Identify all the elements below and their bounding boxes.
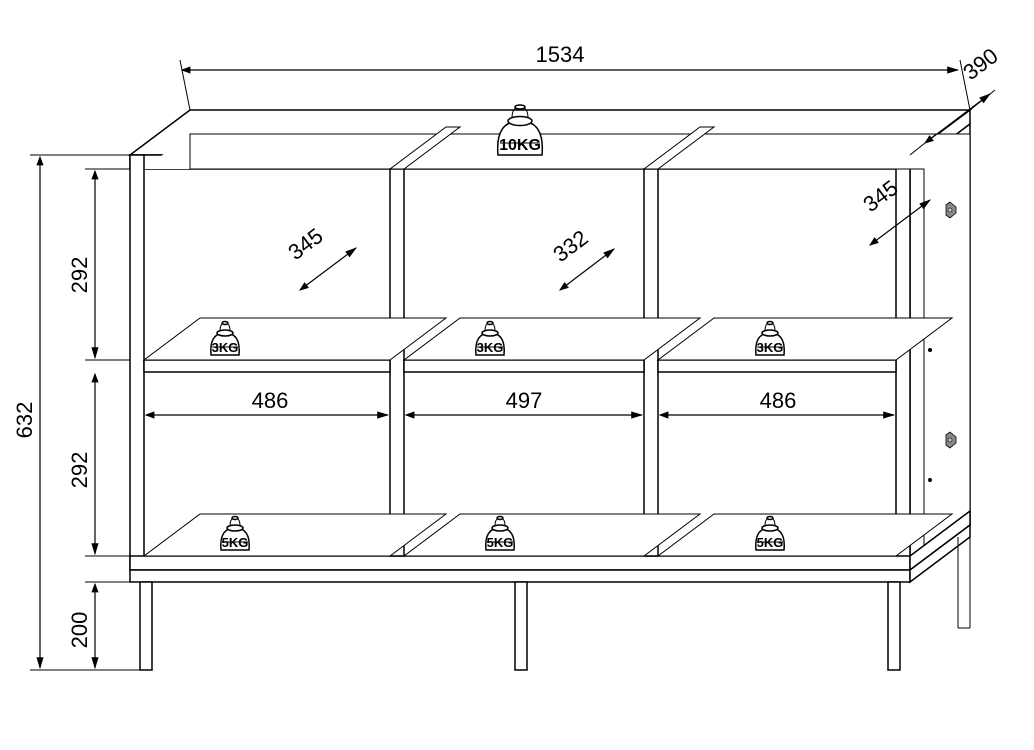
svg-text:332: 332 [548,225,592,267]
svg-text:3KG: 3KG [477,340,504,355]
svg-text:1534: 1534 [536,42,585,67]
svg-text:3KG: 3KG [212,340,239,355]
svg-text:5KG: 5KG [222,535,249,550]
svg-text:632: 632 [12,402,37,439]
svg-text:292: 292 [67,257,92,294]
svg-text:486: 486 [252,388,289,413]
dim-shelf-depths: 345 332 345 [283,175,930,290]
svg-text:486: 486 [760,388,797,413]
svg-text:3KG: 3KG [757,340,784,355]
svg-text:497: 497 [506,388,543,413]
svg-text:390: 390 [958,43,1002,85]
weight-top-label: 10KG [499,137,541,154]
svg-text:5KG: 5KG [487,535,514,550]
svg-text:5KG: 5KG [757,535,784,550]
svg-text:200: 200 [67,612,92,649]
dim-width: 1534 [180,42,970,110]
dim-height-total: 632 [12,155,140,670]
svg-text:292: 292 [67,452,92,489]
svg-text:345: 345 [283,223,327,265]
furniture-dimension-diagram: 10KG 3KG 3KG 3KG 5KG 5KG 5KG 1534 390 [0,0,1034,750]
dim-compartment-widths: 486 497 486 [144,372,896,420]
dim-heights-stack: 292 292 200 [67,169,140,670]
